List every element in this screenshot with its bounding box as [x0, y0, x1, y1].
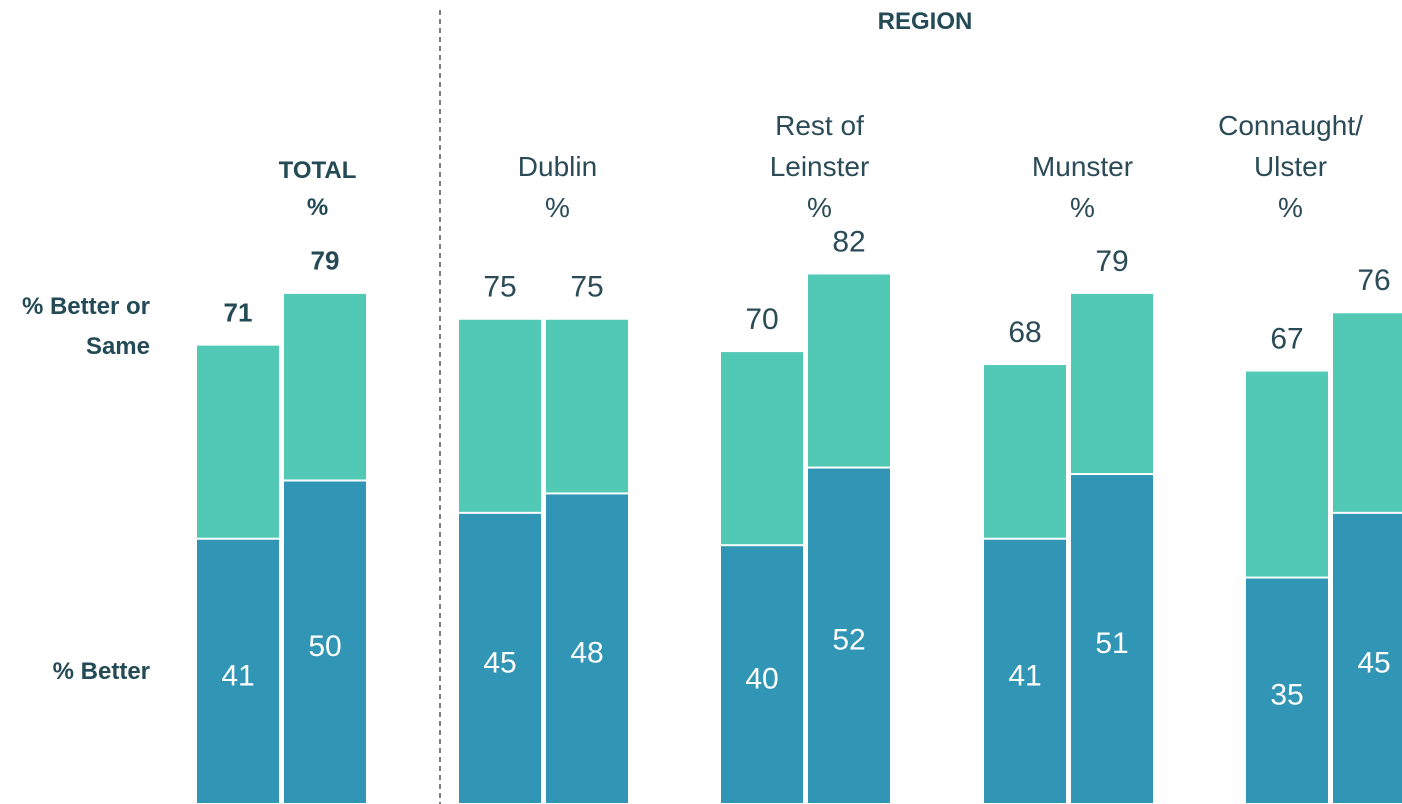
bar-better: [982, 537, 1068, 804]
value-label: 71: [224, 298, 253, 328]
legend-label: % Better: [52, 658, 150, 685]
value-label: 70: [745, 303, 778, 336]
value-label: 67: [1270, 322, 1303, 355]
bar-better: [1069, 473, 1155, 804]
value-label: 68: [1008, 316, 1041, 349]
bar-better: [1331, 511, 1402, 804]
group-label: Munster %: [1031, 151, 1134, 223]
bar-better: [544, 492, 630, 804]
bar-better: [195, 537, 281, 804]
value-label: 41: [1008, 659, 1041, 692]
legend-label: % Better or Same: [21, 293, 150, 360]
value-label: 45: [1357, 646, 1390, 679]
group-label: Connaught/ Ulster %: [1218, 110, 1363, 223]
bar-better: [806, 466, 892, 804]
bar-better: [1244, 576, 1330, 804]
value-label: 75: [483, 271, 516, 304]
value-label: 41: [221, 659, 254, 692]
bar-better: [457, 511, 543, 804]
value-label: 79: [311, 246, 340, 276]
group-label: Dublin %: [517, 151, 598, 223]
bar-better: [282, 479, 368, 804]
value-label: 45: [483, 646, 516, 679]
group-label: Rest of Leinster %: [769, 110, 870, 223]
group-label: TOTAL %: [278, 157, 357, 221]
value-label: 51: [1095, 627, 1128, 660]
value-label: 52: [832, 624, 865, 657]
value-label: 75: [570, 271, 603, 304]
value-label: 76: [1357, 264, 1390, 297]
value-label: 50: [308, 630, 341, 663]
value-label: 82: [832, 225, 865, 258]
value-label: 40: [745, 663, 778, 696]
value-label: 48: [570, 637, 603, 670]
region-header: REGION: [877, 8, 973, 35]
value-label: 35: [1270, 679, 1303, 712]
bar-better: [719, 544, 805, 804]
value-label: 79: [1095, 245, 1128, 278]
